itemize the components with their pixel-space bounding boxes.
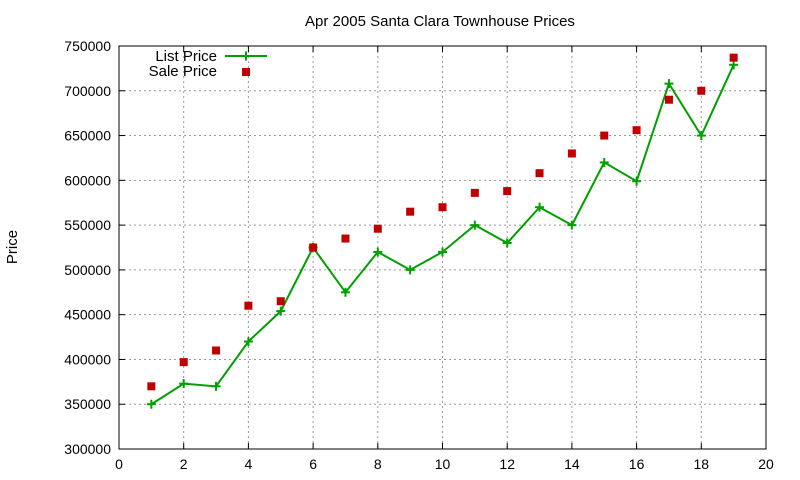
- x-tick-label: 12: [499, 456, 515, 472]
- sale-price-point: [632, 126, 641, 135]
- x-tick-label: 18: [694, 456, 710, 472]
- sale-price-point: [567, 149, 576, 158]
- list-price-point: [729, 60, 739, 70]
- chart-title: Apr 2005 Santa Clara Townhouse Prices: [305, 13, 575, 30]
- list-price-point: [664, 79, 674, 89]
- x-tick-label: 14: [564, 456, 580, 472]
- legend-sale-price-marker: [242, 68, 250, 76]
- x-tick-label: 10: [435, 456, 451, 472]
- list-price-point: [502, 238, 512, 248]
- sale-price-point: [729, 53, 738, 62]
- sale-price-point: [244, 301, 253, 310]
- list-price-line: [150, 64, 735, 406]
- sale-price-point: [470, 188, 479, 197]
- x-tick-label: 2: [180, 456, 188, 472]
- axis-ticks: 0 2 4 6 8 10 12 14 16 18 20 300000 350000 400000 45000…: [64, 38, 774, 472]
- list-price-point: [340, 287, 350, 297]
- sale-price-point: [600, 131, 609, 140]
- legend-list-price-marker: [241, 51, 251, 61]
- y-tick-label: 350000: [64, 396, 111, 412]
- y-tick-label: 750000: [64, 38, 111, 54]
- sale-price-point: [697, 86, 706, 95]
- sale-price-point: [309, 243, 318, 252]
- plot-frame: [118, 45, 767, 450]
- x-tick-label: 0: [115, 456, 123, 472]
- sale-price-point: [341, 234, 350, 243]
- list-price-point: [438, 247, 447, 257]
- sale-price-point: [373, 224, 382, 233]
- x-tick-label: 4: [245, 456, 253, 472]
- sale-price-point: [212, 346, 221, 355]
- list-price-point: [179, 379, 189, 389]
- y-axis-label: Price: [4, 230, 21, 264]
- list-price-point: [276, 306, 286, 316]
- legend-sale-price-label: Sale Price: [149, 63, 217, 80]
- y-tick-label: 400000: [64, 351, 111, 367]
- y-tick-label: 700000: [64, 83, 111, 99]
- x-tick-label: 6: [309, 456, 317, 472]
- sale-price-point: [503, 187, 512, 196]
- list-price-point: [470, 220, 480, 230]
- list-price-point: [535, 202, 545, 212]
- y-tick-label: 450000: [64, 307, 111, 323]
- list-price-point: [211, 381, 221, 391]
- x-tick-label: 16: [629, 456, 645, 472]
- series-layer: [146, 53, 739, 409]
- x-tick-label: 20: [758, 456, 774, 472]
- y-tick-label: 500000: [64, 262, 111, 278]
- y-tick-label: 550000: [64, 217, 111, 233]
- y-tick-label: 600000: [64, 172, 111, 188]
- list-price-point: [146, 399, 156, 409]
- y-tick-label: 650000: [64, 128, 111, 144]
- sale-price-point: [406, 207, 415, 216]
- legend-list-price-label: List Price: [155, 48, 217, 65]
- sale-price-point: [147, 382, 156, 391]
- sale-price-point: [179, 358, 188, 367]
- list-price-point: [632, 176, 642, 186]
- sale-price-point: [438, 203, 447, 212]
- list-price-point: [373, 247, 383, 257]
- list-price-point: [567, 220, 577, 230]
- x-tick-label: 8: [374, 456, 382, 472]
- y-tick-label: 300000: [64, 441, 111, 457]
- list-price-point: [696, 131, 706, 141]
- sale-price-point: [535, 169, 544, 178]
- list-price-point: [243, 337, 253, 347]
- sale-price-point: [276, 297, 285, 306]
- list-price-point: [405, 265, 415, 275]
- sale-price-point: [664, 95, 673, 104]
- list-price-point: [599, 157, 609, 167]
